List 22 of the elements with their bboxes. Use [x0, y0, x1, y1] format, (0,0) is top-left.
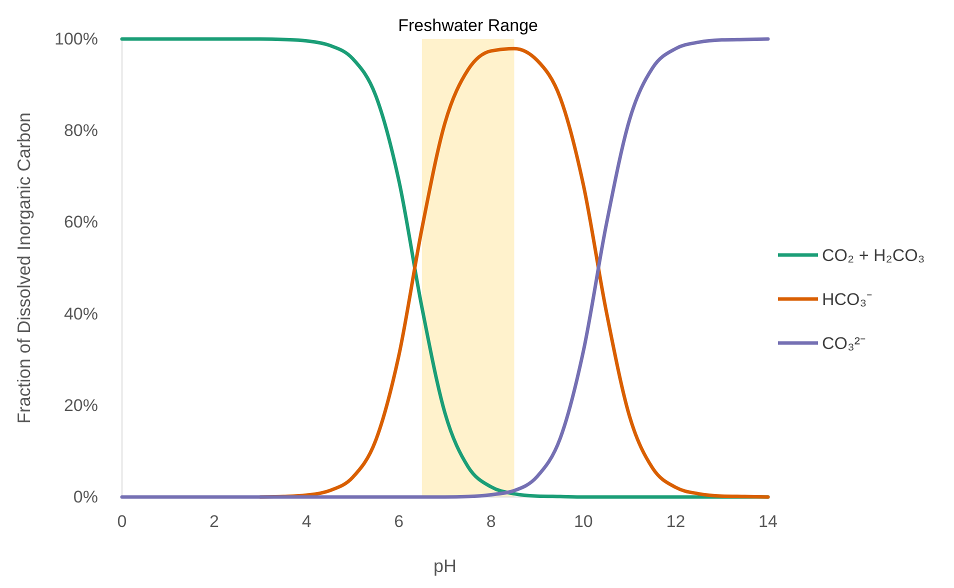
- line-series: [120, 37, 770, 499]
- x-tick-label: 2: [210, 512, 220, 531]
- y-tick-label: 80%: [64, 121, 98, 140]
- y-tick-label: 20%: [64, 396, 98, 415]
- line-series: [258, 46, 770, 499]
- x-tick-label: 8: [486, 512, 496, 531]
- band-label: Freshwater Range: [398, 16, 538, 35]
- x-tick-label: 4: [302, 512, 312, 531]
- legend-label: HCO₃⁻: [822, 290, 873, 309]
- y-tick-label: 40%: [64, 304, 98, 324]
- x-tick-label: 12: [666, 512, 686, 531]
- x-tick-label: 6: [394, 512, 404, 531]
- legend-label: CO₂ + H₂CO₃: [822, 246, 925, 265]
- y-tick-label: 0%: [73, 488, 98, 506]
- y-axis-title: Fraction of Dissolved Inorganic Carbon: [14, 112, 34, 424]
- legend-label: CO₃²⁻: [822, 334, 866, 353]
- x-tick-label: 14: [758, 512, 778, 531]
- x-tick-label: 0: [117, 512, 127, 531]
- y-tick-label: 100%: [54, 30, 98, 48]
- y-tick-label: 60%: [64, 212, 98, 232]
- x-tick-label: 10: [574, 512, 593, 531]
- x-axis-title: pH: [433, 556, 457, 576]
